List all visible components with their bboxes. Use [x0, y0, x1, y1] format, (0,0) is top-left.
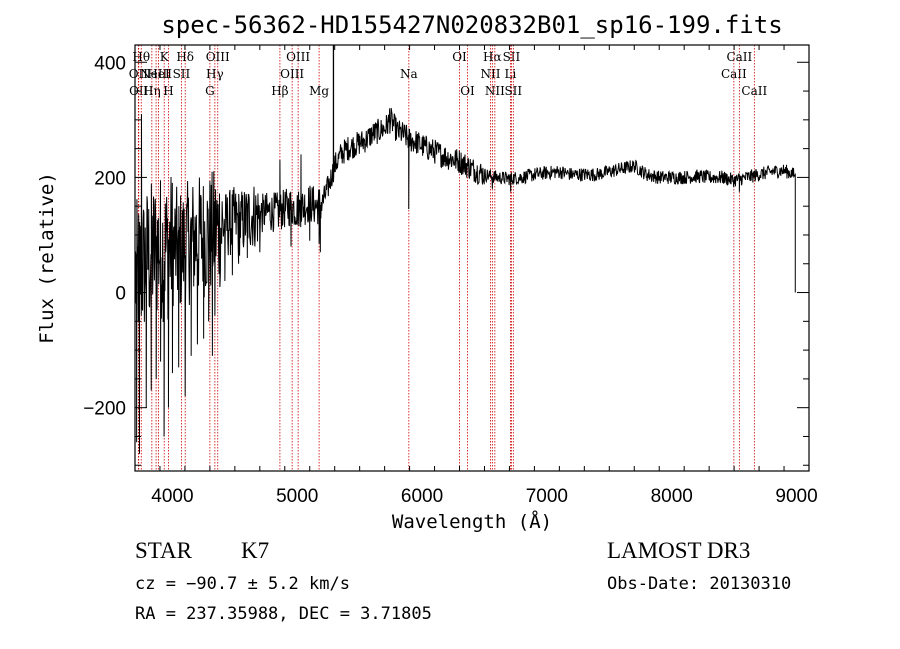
line-marker-label: Li — [505, 67, 517, 81]
line-marker-label: HeI — [147, 67, 170, 81]
line-marker-label: OII — [129, 67, 149, 81]
line-marker-label: Hθ — [132, 50, 150, 64]
spectrum-line — [135, 107, 796, 454]
y-tick-label: 0 — [115, 284, 126, 305]
x-tick-label: 6000 — [401, 486, 443, 507]
line-marker-label: Na — [400, 67, 418, 81]
line-marker-label: OIII — [286, 50, 310, 64]
y-axis-label: Flux (relative) — [36, 172, 58, 344]
line-marker-label: Hβ — [271, 84, 288, 98]
line-marker-label: Hγ — [206, 67, 224, 81]
survey-name: LAMOST DR3 — [607, 538, 750, 563]
plot-frame — [134, 44, 810, 472]
redshift-velocity: cz = −90.7 ± 5.2 km/s — [135, 574, 350, 594]
plot-area — [135, 45, 796, 454]
line-marker-label: NII — [485, 84, 505, 98]
line-marker-label: SII — [503, 50, 521, 64]
y-axis-ticks: −200 0 200 400 — [83, 53, 809, 466]
x-axis-label: Wavelength (Å) — [392, 510, 552, 533]
x-tick-label: 9000 — [775, 486, 817, 507]
coordinates: RA = 237.35988, DEC = 3.71805 — [135, 604, 432, 624]
y-tick-label: 400 — [94, 53, 126, 74]
line-marker-label: CaII — [741, 84, 767, 98]
line-marker-label: G — [205, 84, 215, 98]
x-axis-ticks: 4000 5000 6000 7000 8000 9000 — [134, 45, 818, 507]
line-marker-label: SII — [173, 67, 191, 81]
x-tick-label: 5000 — [276, 486, 318, 507]
y-tick-label: −200 — [83, 399, 126, 420]
line-marker-label: Hα — [483, 50, 502, 64]
line-marker-label: NII — [480, 67, 500, 81]
line-marker-label: H — [163, 84, 173, 98]
y-tick-label: 200 — [94, 168, 126, 189]
line-marker-label: K — [160, 50, 170, 64]
line-marker-label: OIII — [280, 67, 304, 81]
spectral-subclass: K7 — [241, 538, 269, 563]
line-marker-label: OI — [452, 50, 467, 64]
x-tick-label: 7000 — [526, 486, 568, 507]
x-tick-label: 4000 — [151, 486, 193, 507]
line-marker-label: CaII — [726, 50, 752, 64]
line-marker-label: OIII — [206, 50, 230, 64]
line-marker-label: SII — [504, 84, 522, 98]
observation-date: Obs-Date: 20130310 — [607, 574, 791, 594]
line-marker-label: Hδ — [176, 50, 194, 64]
line-marker-label: OI — [460, 84, 475, 98]
line-marker-label: Hη — [143, 84, 161, 98]
chart-title: spec-56362-HD155427N020832B01_sp16-199.f… — [161, 11, 782, 39]
x-tick-label: 8000 — [651, 486, 693, 507]
object-type: STAR — [135, 538, 193, 563]
line-marker-label: Mg — [309, 84, 329, 98]
line-marker-label: CaII — [721, 67, 747, 81]
